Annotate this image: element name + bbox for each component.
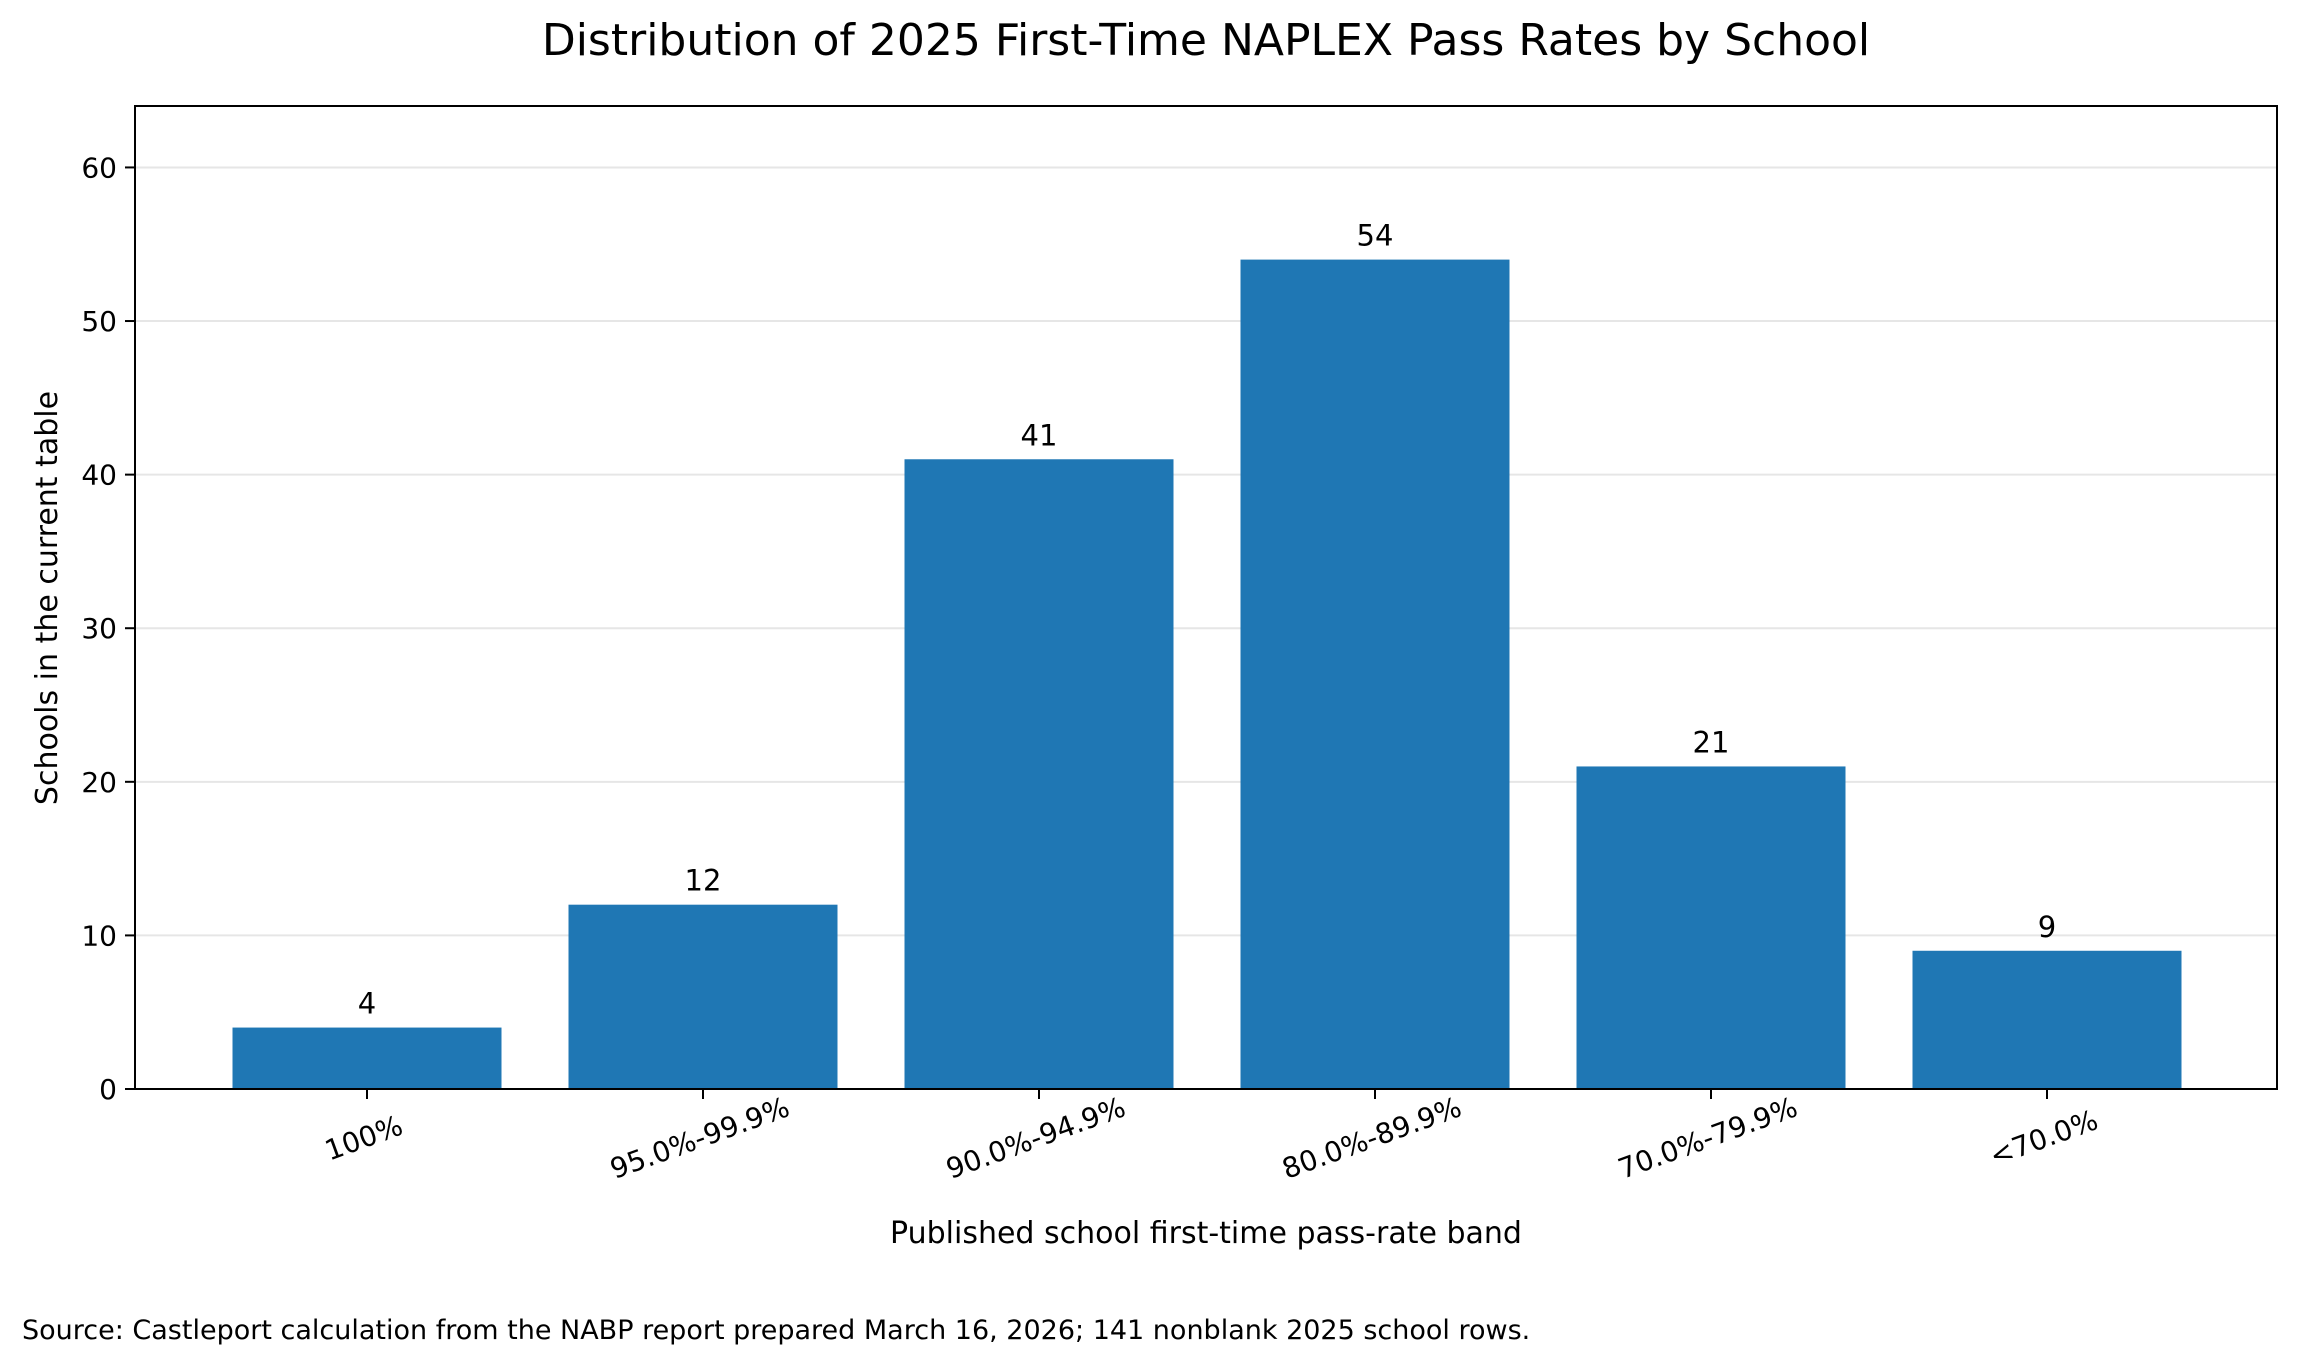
bar: [904, 459, 1174, 1089]
x-tick-label: 80.0%-89.9%: [1278, 1090, 1466, 1185]
bar-data-label: 9: [2038, 910, 2056, 944]
y-tick-label: 30: [81, 612, 117, 645]
source-note: Source: Castleport calculation from the …: [22, 1315, 1530, 1346]
y-tick-label: 0: [99, 1073, 117, 1106]
x-tick-label: 100%: [320, 1109, 407, 1167]
x-tick-label: 90.0%-94.9%: [942, 1090, 1130, 1185]
chart-title: Distribution of 2025 First-Time NAPLEX P…: [542, 15, 1870, 66]
y-axis-label: Schools in the current table: [30, 391, 65, 805]
x-tick-label: 95.0%-99.9%: [606, 1090, 794, 1185]
y-tick-label: 60: [81, 151, 117, 184]
bar: [1912, 950, 2182, 1089]
bar: [1576, 766, 1846, 1089]
x-tick-label: 70.0%-79.9%: [1614, 1090, 1802, 1185]
bar: [1240, 259, 1510, 1089]
bar: [568, 904, 838, 1089]
x-tick-label: <70.0%: [1985, 1103, 2102, 1172]
bar-data-label: 41: [1021, 418, 1058, 452]
bar-data-label: 21: [1693, 725, 1730, 759]
y-axis-ticks: 0 10 20 30 40 50 60: [81, 151, 135, 1106]
y-tick-label: 40: [81, 459, 117, 492]
x-axis-ticks: 100% 95.0%-99.9% 90.0%-94.9% 80.0%-89.9% 70.…: [320, 1089, 2102, 1186]
bar-data-label: 4: [358, 987, 376, 1021]
gridlines: [135, 166, 2277, 1090]
y-tick-label: 10: [81, 919, 117, 952]
y-tick-label: 50: [81, 305, 117, 338]
bar-data-labels: 4 12 41 54 21 9: [358, 219, 2056, 1021]
bar-data-label: 12: [685, 864, 722, 898]
bar-data-label: 54: [1357, 219, 1394, 253]
plot-area-frame: [134, 105, 2278, 1090]
bars: [232, 259, 2182, 1089]
bar: [232, 1027, 502, 1089]
x-axis-label: Published school first-time pass-rate ba…: [890, 1216, 1522, 1251]
y-tick-label: 20: [81, 766, 117, 799]
